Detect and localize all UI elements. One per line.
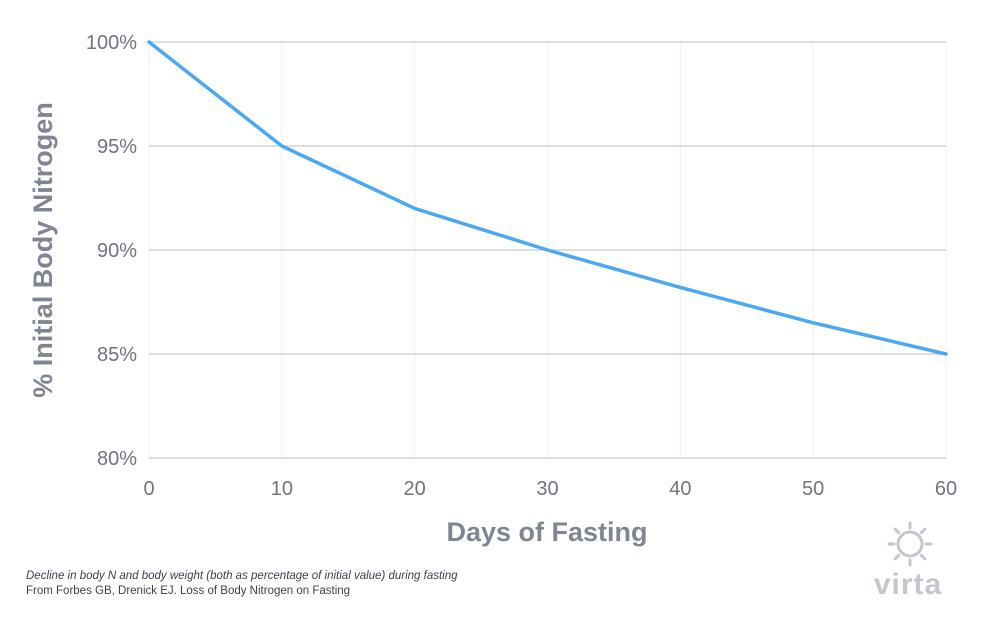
y-tick-label: 100%: [86, 32, 137, 54]
y-tick-label: 95%: [97, 136, 137, 158]
y-tick-labels: 80% 85% 90% 95% 100%: [86, 32, 137, 470]
sun-ray: [919, 553, 927, 561]
x-tick-labels: 0 10 20 30 40 50 60: [143, 478, 957, 500]
y-axis-title: % Initial Body Nitrogen: [28, 102, 58, 398]
sun-ray: [893, 527, 901, 535]
sun-gear-icon: [887, 521, 933, 567]
y-tick-label: 85%: [97, 344, 137, 366]
x-axis-title: Days of Fasting: [446, 517, 647, 547]
series-line: [147, 40, 948, 356]
brand-logo: virta: [858, 520, 958, 610]
brand-name: virta: [873, 568, 943, 601]
x-tick-label: 60: [935, 478, 957, 500]
series-lines: [147, 40, 948, 356]
x-tick-label: 10: [271, 478, 293, 500]
sun-ray: [893, 553, 901, 561]
x-tick-label: 20: [404, 478, 426, 500]
y-tick-label: 80%: [97, 448, 137, 470]
sun-ray: [919, 527, 927, 535]
caption-line-2: From Forbes GB, Drenick EJ. Loss of Body…: [26, 585, 351, 597]
x-tick-label: 0: [143, 478, 154, 500]
x-tick-label: 30: [536, 478, 558, 500]
x-tick-label: 40: [669, 478, 691, 500]
x-tick-label: 50: [802, 478, 824, 500]
caption-line-1: Decline in body N and body weight (both …: [26, 570, 458, 582]
y-tick-label: 90%: [97, 240, 137, 262]
